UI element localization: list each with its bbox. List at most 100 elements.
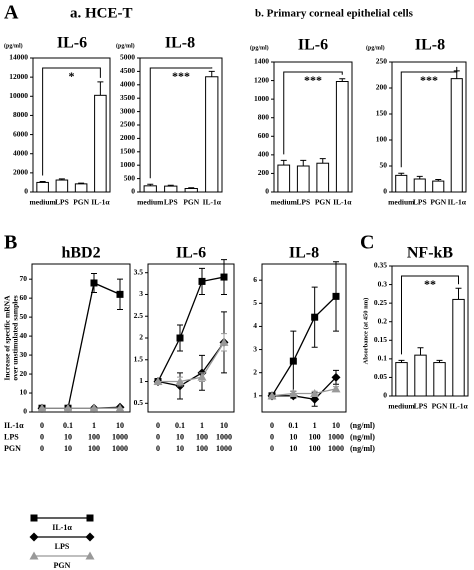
y-tick-label: 200 (258, 168, 270, 177)
error-bar (39, 180, 46, 183)
legend-label: IL-1α (52, 523, 72, 532)
significance-bracket (283, 71, 343, 155)
panel-header: b. Primary corneal epithelial cells (255, 8, 414, 20)
y-tick-label: 8000 (13, 110, 28, 119)
dose-unit: (ng/ml) (350, 444, 375, 453)
significance-bracket (149, 67, 213, 179)
series-line (271, 388, 337, 397)
error-bar (280, 159, 287, 166)
dose-value: 10 (176, 444, 184, 453)
bar (433, 362, 446, 397)
dose-row-name: IL-1α (4, 421, 24, 430)
data-point (331, 384, 341, 393)
dose-value: 10 (176, 432, 184, 441)
y-tick-label: 2 (253, 367, 257, 376)
data-point (176, 334, 184, 342)
y-tick-label: 0.25 (374, 298, 387, 307)
x-tick-label: PGN (183, 198, 199, 207)
data-point (153, 377, 163, 386)
dose-value: 1000 (112, 444, 128, 453)
error-bar (417, 347, 424, 356)
y-tick-label: 12000 (9, 72, 28, 81)
y-tick-label: 1400 (254, 57, 269, 66)
y-tick-label: 4500 (120, 66, 135, 75)
dose-value: 10 (220, 421, 228, 430)
chart-title: NF-kB (407, 245, 454, 262)
legend-marker (85, 551, 95, 560)
y-axis-label: (pg/ml) (366, 44, 385, 51)
chart-title: IL-6 (176, 245, 206, 262)
dose-row-name: PGN (4, 444, 21, 453)
error-bar (78, 182, 85, 184)
bar (395, 362, 408, 397)
series-line (271, 295, 337, 397)
y-axis-label: (pg/ml) (116, 42, 135, 49)
y-tick-label: 10 (20, 388, 28, 397)
dose-value: 0 (40, 444, 44, 453)
bar (277, 164, 291, 193)
data-point (37, 403, 47, 412)
y-tick-label: 0.5 (134, 398, 144, 407)
y-tick-label: 250 (376, 57, 388, 66)
dose-value: 0.1 (288, 421, 298, 430)
error-bar (436, 359, 443, 363)
y-tick-label: 0.05 (374, 372, 387, 381)
data-point (63, 403, 73, 412)
data-point (198, 277, 206, 285)
chart-title: IL-8 (165, 35, 195, 52)
dose-value: 10 (64, 444, 72, 453)
dose-value: 10 (289, 444, 297, 453)
error-bar (398, 359, 405, 363)
bar (414, 354, 427, 397)
y-tick-label: 4 (253, 321, 257, 330)
error-bar (58, 178, 65, 181)
bar (94, 94, 107, 193)
series-line (42, 282, 121, 409)
dose-value: 0 (40, 421, 44, 430)
y-tick-label: 0.3 (378, 279, 388, 288)
y-tick-label: 100 (376, 135, 388, 144)
x-tick-label: LPS (296, 198, 310, 207)
dose-unit: (ng/ml) (350, 421, 375, 430)
y-tick-label: 60 (20, 293, 28, 302)
bar (36, 181, 49, 193)
bar (413, 178, 426, 193)
legend-label: PGN (54, 561, 71, 570)
data-point (90, 279, 98, 287)
data-point (310, 394, 320, 404)
chart-title: IL-6 (57, 35, 87, 52)
error-bar (208, 70, 215, 77)
data-point (288, 389, 298, 397)
x-tick-label: medium (137, 198, 164, 207)
dose-value: 0 (270, 444, 274, 453)
data-point (219, 337, 229, 346)
plot-frame (273, 61, 353, 193)
series-line (272, 376, 337, 400)
legend-marker (30, 514, 38, 522)
x-tick-label: LPS (413, 198, 427, 207)
dose-value: 100 (196, 432, 208, 441)
y-tick-label: 2 (139, 333, 143, 342)
y-axis-label: Absorbance (at 450 nm) (362, 298, 369, 365)
dose-value: 1000 (216, 432, 232, 441)
y-tick-label: 150 (376, 109, 388, 118)
plot-frame (391, 61, 467, 193)
y-tick-label: 1 (253, 391, 257, 400)
bar (395, 174, 408, 193)
y-tick-label: 6 (253, 275, 257, 284)
significance-label: *** (420, 73, 438, 87)
bar (74, 183, 88, 193)
bar (450, 78, 463, 193)
x-tick-label: IL-1α (203, 198, 222, 207)
data-point (89, 403, 99, 412)
y-tick-label: 70 (20, 274, 28, 283)
bar (296, 165, 310, 193)
y-tick-label: 14000 (9, 53, 28, 62)
x-tick-label: medium (388, 402, 415, 411)
y-tick-label: 1500 (120, 147, 135, 156)
y-tick-label: 40 (20, 331, 28, 340)
y-tick-label: 0.35 (374, 261, 387, 270)
dose-value: 1 (92, 421, 96, 430)
y-tick-label: 800 (258, 112, 270, 121)
dose-value: 100 (88, 432, 100, 441)
